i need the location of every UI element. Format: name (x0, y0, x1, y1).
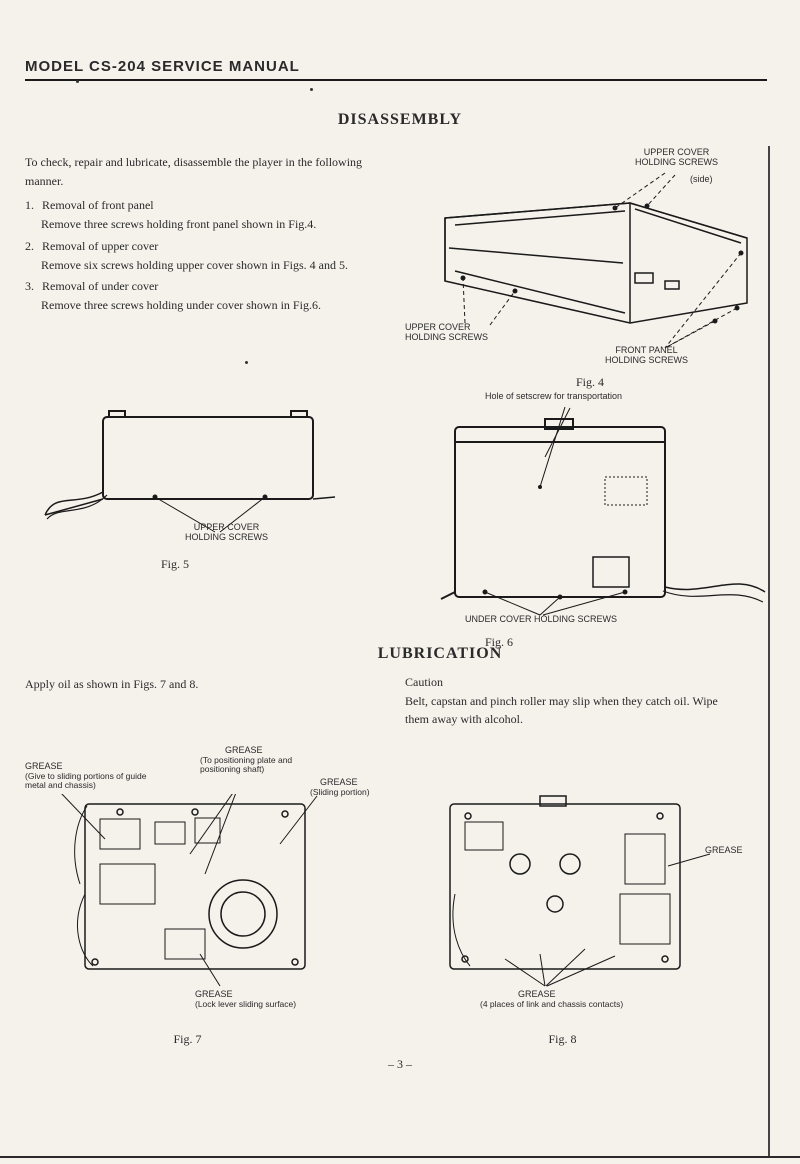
fig6-label-under: UNDER COVER HOLDING SCREWS (465, 615, 617, 625)
figure-7-diagram (25, 794, 365, 994)
figure-7-caption: Fig. 7 (0, 1032, 390, 1047)
step-body: Remove three screws holding under cover … (41, 296, 385, 315)
step-number: 2. (25, 237, 39, 256)
page-number: – 3 – (25, 1057, 775, 1072)
step-1: 1. Removal of front panel Remove three s… (25, 196, 385, 234)
fig7-label-grease-tl-sub: (Give to sliding portions of guide metal… (25, 772, 155, 791)
caution-title: Caution (405, 675, 775, 690)
fig7-label-grease-tr-sub: (Sliding portion) (310, 788, 390, 797)
fig4-label-upper-top: UPPER COVER HOLDING SCREWS (635, 148, 718, 168)
disassembly-intro: To check, repair and lubricate, disassem… (25, 153, 375, 190)
fig8-label-grease-r: GREASE (705, 846, 743, 856)
scan-speck (245, 361, 248, 364)
fig4-label-front-panel: FRONT PANEL HOLDING SCREWS (605, 346, 688, 366)
section-lubrication-title: LUBRICATION (105, 645, 775, 663)
step-body: Remove three screws holding front panel … (41, 215, 385, 234)
fig5-label-upper: UPPER COVER HOLDING SCREWS (185, 523, 268, 543)
header-rule (25, 79, 767, 81)
fig7-label-grease-tm-sub: (To positioning plate and positioning sh… (200, 756, 310, 775)
step-body: Remove six screws holding upper cover sh… (41, 256, 385, 275)
lubrication-left-text: Apply oil as shown in Figs. 7 and 8. (25, 675, 385, 693)
step-2: 2. Removal of upper cover Remove six scr… (25, 237, 385, 275)
scan-speck (76, 80, 79, 83)
step-title: Removal of front panel (42, 198, 154, 212)
figure-6-caption: Fig. 6 (485, 635, 513, 650)
figure-4-diagram (405, 153, 775, 383)
section-disassembly-title: DISASSEMBLY (25, 111, 775, 129)
fig7-label-grease-b-sub: (Lock lever sliding surface) (195, 1000, 296, 1009)
fig4-label-side: (side) (690, 175, 713, 185)
scan-speck (310, 88, 313, 91)
step-title: Removal of under cover (42, 279, 158, 293)
step-number: 3. (25, 277, 39, 296)
bottom-rule (0, 1156, 800, 1158)
step-title: Removal of upper cover (42, 239, 158, 253)
disassembly-steps: 1. Removal of front panel Remove three s… (25, 196, 385, 315)
fig6-label-hole: Hole of setscrew for transportation (485, 392, 622, 402)
figure-8-caption: Fig. 8 (350, 1032, 775, 1047)
figure-5-caption: Fig. 5 (0, 557, 385, 572)
step-3: 3. Removal of under cover Remove three s… (25, 277, 385, 315)
page-header-title: MODEL CS-204 SERVICE MANUAL (25, 58, 775, 75)
figure-6-diagram (405, 397, 775, 637)
fig8-label-grease-b-sub: (4 places of link and chassis contacts) (480, 1000, 623, 1009)
caution-body: Belt, capstan and pinch roller may slip … (405, 692, 735, 728)
fig4-label-upper-left: UPPER COVER HOLDING SCREWS (405, 323, 488, 343)
step-number: 1. (25, 196, 39, 215)
figure-8-diagram (410, 794, 770, 994)
figure-4-caption: Fig. 4 (405, 375, 775, 390)
